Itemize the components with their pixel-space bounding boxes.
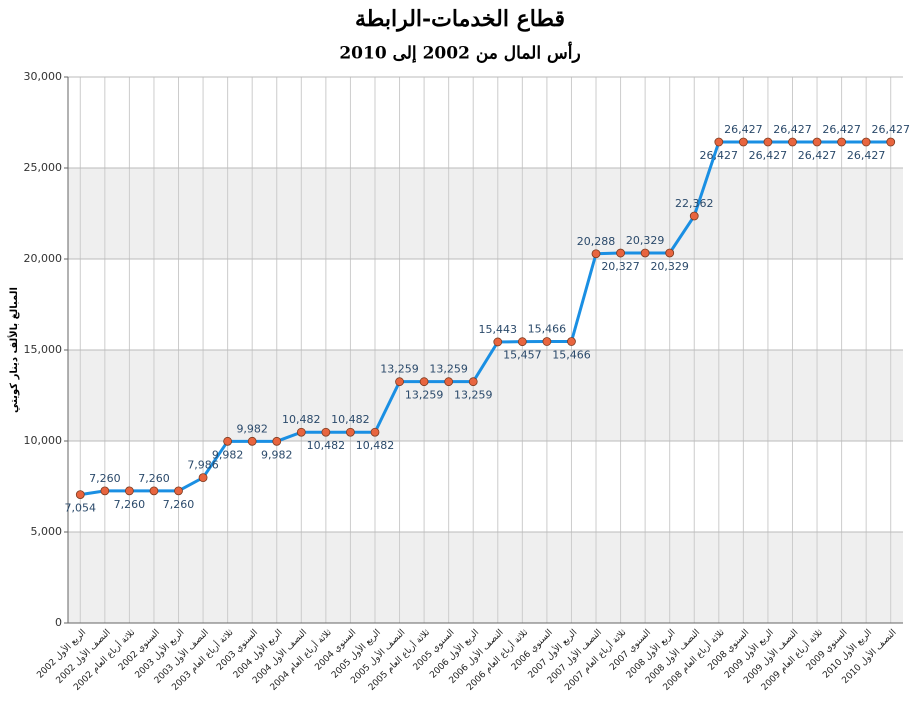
value-label: 20,288	[577, 235, 616, 248]
marker	[124, 486, 134, 496]
value-label: 20,329	[626, 234, 665, 247]
chart-subtitle: رأس المال من 2002 إلى 2010	[339, 41, 580, 64]
marker	[247, 436, 257, 446]
marker	[468, 377, 478, 387]
y-tick-label: 10,000	[24, 434, 63, 447]
value-label: 26,427	[749, 149, 788, 162]
value-label: 26,427	[871, 123, 910, 136]
grid-band	[68, 532, 903, 623]
y-tick-label: 25,000	[24, 161, 63, 174]
value-label: 7,260	[138, 472, 170, 485]
marker	[567, 337, 576, 346]
value-label: 7,054	[65, 502, 97, 515]
marker	[665, 248, 675, 258]
y-axis-title: المبالغ بالألف دينار كويتي	[7, 287, 20, 413]
value-label: 10,482	[356, 439, 395, 452]
marker	[100, 486, 110, 496]
value-label: 13,259	[429, 363, 468, 376]
marker	[616, 248, 625, 258]
marker	[788, 137, 797, 147]
value-label: 15,443	[479, 323, 518, 336]
marker	[640, 248, 650, 258]
value-label: 15,457	[503, 349, 542, 362]
value-label: 7,260	[89, 472, 121, 485]
value-label: 9,982	[236, 422, 268, 435]
value-label: 10,482	[307, 439, 346, 452]
value-label: 10,482	[282, 413, 321, 426]
value-label: 26,427	[773, 123, 812, 136]
marker	[198, 473, 208, 483]
marker	[174, 486, 183, 496]
y-tick-label: 20,000	[24, 252, 63, 265]
marker	[346, 427, 355, 437]
value-label: 26,427	[798, 149, 837, 162]
y-tick-label: 15,000	[24, 343, 63, 356]
value-label: 26,427	[700, 149, 739, 162]
marker	[542, 337, 552, 346]
marker	[493, 337, 503, 347]
marker	[886, 137, 896, 147]
marker	[370, 427, 380, 437]
marker	[272, 436, 282, 446]
value-label: 13,259	[405, 389, 444, 402]
marker	[296, 427, 306, 437]
value-label: 20,329	[650, 260, 689, 273]
chart-title: قطاع الخدمات-الرابطة	[355, 6, 565, 32]
value-label: 7,260	[114, 498, 146, 511]
grid-band	[68, 350, 903, 441]
value-label: 7,986	[187, 459, 219, 472]
value-label: 7,260	[163, 498, 195, 511]
value-label: 15,466	[528, 323, 567, 336]
marker	[395, 377, 404, 387]
value-label: 13,259	[380, 363, 419, 376]
marker	[75, 490, 85, 500]
y-tick-label: 0	[55, 616, 62, 629]
marker	[714, 137, 724, 147]
value-label: 20,327	[601, 260, 640, 273]
marker	[419, 377, 429, 387]
marker	[689, 211, 699, 221]
grid-band	[68, 168, 903, 259]
marker	[591, 249, 601, 259]
value-label: 9,982	[212, 448, 244, 461]
value-label: 26,427	[724, 123, 763, 136]
value-label: 13,259	[454, 389, 493, 402]
marker	[149, 486, 159, 496]
marker	[837, 137, 847, 147]
line	[80, 140, 891, 497]
marker	[444, 377, 454, 387]
marker	[763, 137, 773, 147]
marker	[517, 337, 527, 347]
value-label: 26,427	[847, 149, 886, 162]
marker	[223, 436, 233, 446]
y-tick-label: 5,000	[31, 525, 63, 538]
value-label: 10,482	[331, 413, 370, 426]
marker	[738, 137, 748, 147]
value-label: 26,427	[822, 123, 861, 136]
marker	[812, 137, 822, 147]
y-tick-label: 30,000	[24, 70, 63, 83]
marker	[861, 137, 871, 147]
value-label: 15,466	[552, 349, 591, 362]
value-label: 9,982	[261, 448, 293, 461]
marker	[321, 427, 331, 437]
value-label: 22,362	[675, 197, 714, 210]
